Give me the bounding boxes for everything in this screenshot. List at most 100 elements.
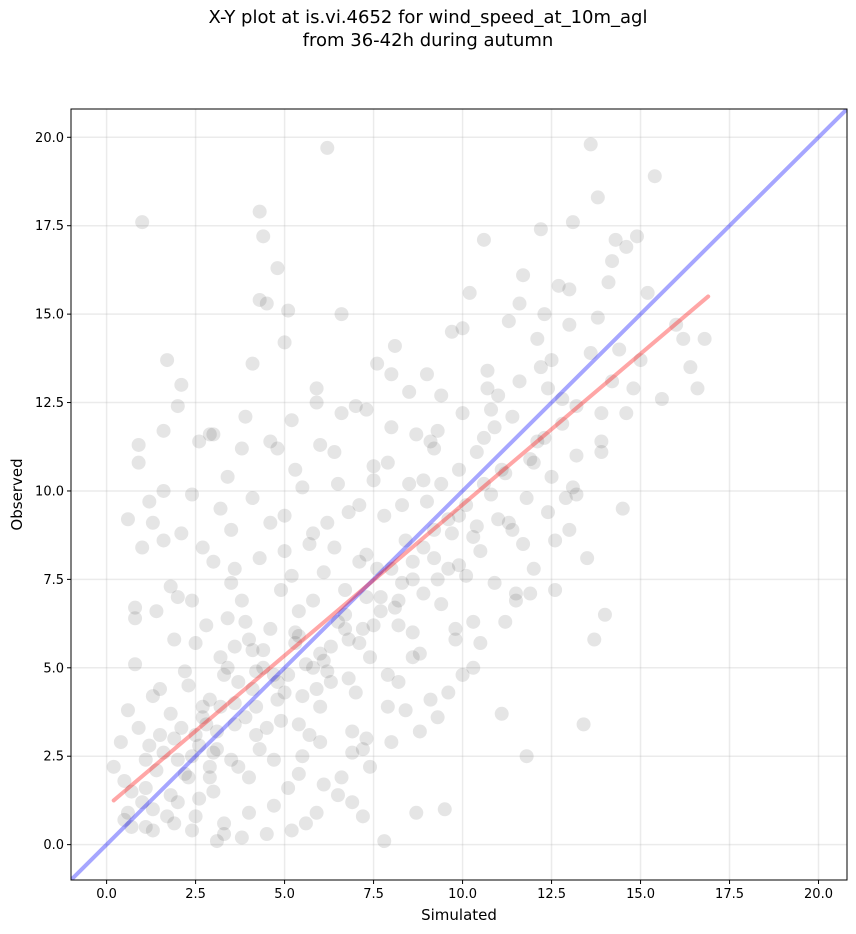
- data-point: [647, 169, 662, 184]
- data-point: [270, 674, 285, 689]
- data-point: [213, 501, 228, 516]
- data-point: [619, 239, 634, 254]
- data-point: [234, 593, 249, 608]
- data-point: [131, 720, 146, 735]
- data-point: [106, 759, 121, 774]
- data-point: [519, 749, 534, 764]
- data-point: [170, 590, 185, 605]
- data-point: [398, 533, 413, 548]
- data-point: [398, 703, 413, 718]
- data-point: [181, 678, 196, 693]
- data-point: [501, 515, 516, 530]
- data-point: [441, 512, 456, 527]
- data-point: [583, 346, 598, 361]
- data-point: [252, 292, 267, 307]
- data-point: [263, 621, 278, 636]
- data-point: [209, 724, 224, 739]
- data-point: [508, 593, 523, 608]
- data-point: [391, 618, 406, 633]
- data-point: [544, 353, 559, 368]
- data-point: [245, 682, 260, 697]
- data-point: [380, 667, 395, 682]
- data-point: [252, 742, 267, 757]
- data-point: [540, 505, 555, 520]
- data-point: [199, 618, 214, 633]
- data-point: [629, 229, 644, 244]
- data-point: [341, 671, 356, 686]
- data-point: [697, 331, 712, 346]
- data-point: [181, 770, 196, 785]
- data-point: [434, 388, 449, 403]
- data-point: [142, 738, 157, 753]
- y-tick-label: 0.0: [43, 838, 64, 853]
- data-point: [345, 724, 360, 739]
- data-point: [170, 795, 185, 810]
- data-point: [274, 582, 289, 597]
- data-point: [569, 448, 584, 463]
- x-tick-label: 20.0: [804, 887, 833, 902]
- data-point: [359, 590, 374, 605]
- data-point: [295, 480, 310, 495]
- data-point: [124, 819, 139, 834]
- data-point: [120, 805, 135, 820]
- data-point: [281, 303, 296, 318]
- data-point: [419, 367, 434, 382]
- data-point: [558, 491, 573, 506]
- data-point: [423, 692, 438, 707]
- data-point: [145, 515, 160, 530]
- data-point: [263, 515, 278, 530]
- data-point: [174, 377, 189, 392]
- data-point: [160, 809, 175, 824]
- y-tick-label: 5.0: [43, 661, 64, 676]
- data-point: [601, 275, 616, 290]
- data-point: [170, 752, 185, 767]
- data-point: [430, 572, 445, 587]
- data-point: [302, 727, 317, 742]
- data-point: [590, 310, 605, 325]
- data-point: [252, 204, 267, 219]
- data-point: [259, 720, 274, 735]
- data-point: [405, 572, 420, 587]
- data-point: [117, 773, 132, 788]
- data-point: [217, 816, 232, 831]
- data-point: [444, 324, 459, 339]
- data-point: [224, 522, 239, 537]
- data-point: [209, 834, 224, 849]
- data-point: [270, 261, 285, 276]
- data-point: [334, 770, 349, 785]
- data-point: [263, 434, 278, 449]
- data-point: [583, 137, 598, 152]
- data-point: [338, 582, 353, 597]
- data-point: [245, 643, 260, 658]
- data-point: [416, 473, 431, 488]
- data-point: [590, 190, 605, 205]
- data-point: [295, 689, 310, 704]
- chart-title-line-1: X-Y plot at is.vi.4652 for wind_speed_at…: [208, 7, 648, 28]
- data-point: [202, 770, 217, 785]
- data-point: [412, 646, 427, 661]
- data-point: [138, 752, 153, 767]
- data-point: [185, 749, 200, 764]
- data-point: [224, 575, 239, 590]
- data-point: [533, 222, 548, 237]
- data-point: [523, 586, 538, 601]
- data-point: [277, 685, 292, 700]
- data-point: [117, 812, 132, 827]
- data-point: [320, 515, 335, 530]
- data-point: [291, 717, 306, 732]
- data-point: [580, 551, 595, 566]
- data-point: [562, 317, 577, 332]
- data-point: [174, 720, 189, 735]
- data-point: [391, 674, 406, 689]
- data-point: [249, 664, 264, 679]
- data-point: [512, 296, 527, 311]
- data-point: [330, 614, 345, 629]
- data-point: [441, 685, 456, 700]
- data-point: [384, 561, 399, 576]
- data-point: [619, 406, 634, 421]
- data-point: [167, 632, 182, 647]
- data-point: [683, 360, 698, 375]
- data-point: [323, 639, 338, 654]
- data-point: [128, 611, 143, 626]
